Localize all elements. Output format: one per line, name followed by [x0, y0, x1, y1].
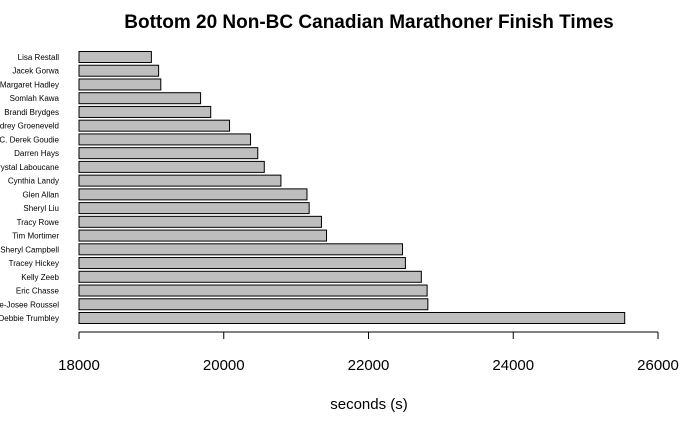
y-tick-label: Sheryl Liu — [23, 204, 59, 213]
bar — [78, 215, 322, 228]
chart-title: Bottom 20 Non-BC Canadian Marathoner Fin… — [124, 12, 613, 33]
y-tick-labels: Lisa Restall Jacek Gorwa Margaret Hadley So… — [0, 53, 60, 323]
y-tick-label: Tracey Hickey — [9, 259, 59, 268]
y-tick-label: Sheryl Campbell — [0, 245, 59, 254]
y-tick-label: Brandi Brydges — [4, 108, 59, 117]
y-tick-label: Jacek Gorwa — [12, 67, 59, 76]
bar — [78, 119, 231, 132]
bar — [78, 174, 282, 187]
bars-group — [78, 51, 626, 324]
bar — [78, 51, 152, 63]
bar — [78, 64, 160, 77]
plot-area: Lisa Restall Jacek Gorwa Margaret Hadley So… — [0, 51, 679, 374]
x-axis: 18000 20000 22000 24000 26000 — [58, 331, 679, 374]
y-tick-label: Crystal Laboucane — [0, 163, 60, 172]
bar — [78, 202, 310, 215]
bar — [78, 312, 626, 324]
y-tick-label: Somlah Kawa — [10, 94, 60, 103]
y-tick-label: Tim Mortimer — [12, 232, 59, 241]
bar — [78, 298, 429, 311]
bar — [78, 188, 308, 201]
bar — [78, 92, 202, 105]
y-tick-label: Debbie Trumbley — [0, 314, 59, 323]
bar — [78, 133, 252, 146]
y-tick-label: Eric Chasse — [16, 287, 60, 296]
y-tick-label: Marie-Josee Roussel — [0, 300, 59, 309]
bar — [78, 243, 404, 256]
bar — [78, 270, 422, 283]
y-tick-label: Audrey Groeneveld — [0, 122, 59, 131]
x-tick-label: 20000 — [203, 357, 245, 374]
bar — [78, 78, 162, 91]
y-tick-label: C. Derek Goudie — [0, 135, 60, 144]
x-tick-label: 26000 — [637, 357, 679, 374]
bar — [78, 257, 406, 270]
bar — [78, 284, 428, 297]
y-tick-label: Glen Allan — [23, 190, 59, 199]
bar — [78, 160, 265, 173]
y-tick-label: Cynthia Landy — [8, 177, 59, 186]
y-tick-label: Tracy Rowe — [17, 218, 60, 227]
y-tick-label: Margaret Hadley — [0, 80, 59, 89]
y-tick-label: Darren Hays — [14, 149, 59, 158]
bar — [78, 147, 259, 160]
x-axis-label: seconds (s) — [330, 396, 408, 413]
y-tick-label: Lisa Restall — [18, 53, 60, 62]
x-tick-label: 18000 — [58, 357, 100, 374]
x-tick-label: 24000 — [492, 357, 534, 374]
bar — [78, 229, 328, 242]
bar — [78, 105, 212, 118]
x-tick-label: 22000 — [348, 357, 390, 374]
y-tick-label: Kelly Zeeb — [21, 273, 59, 282]
